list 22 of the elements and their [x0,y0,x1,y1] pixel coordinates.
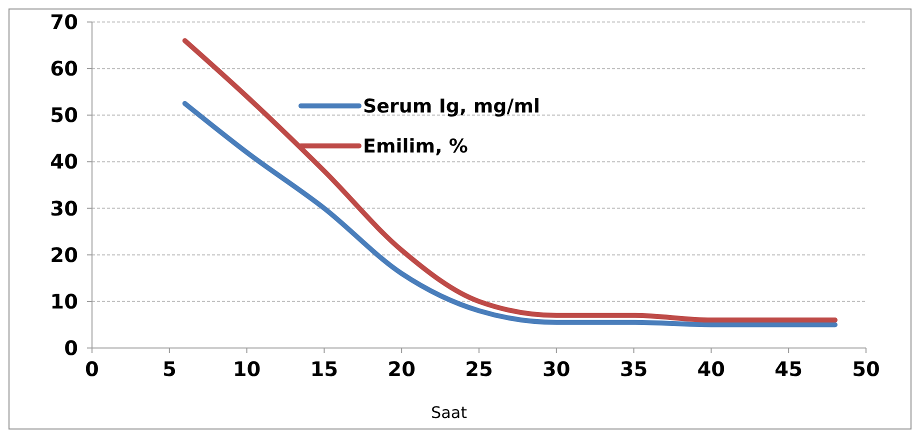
y-tick-label: 0 [64,336,78,360]
x-tick-label: 0 [85,357,99,381]
y-tick-label: 60 [50,56,78,81]
x-tick-label: 45 [774,357,803,381]
y-tick-label: 10 [50,289,78,314]
x-tick-label: 25 [465,357,493,381]
x-tick-label: 15 [310,357,338,381]
x-tick-label: 10 [232,357,261,381]
x-tick-label: 35 [620,357,648,381]
x-tick-label: 40 [697,357,726,381]
x-axis-title: Saat [430,403,468,422]
y-tick-label: 70 [50,10,78,34]
legend-label: Serum Ig, mg/ml [362,95,540,118]
x-tick-label: 30 [542,357,570,381]
x-tick-label: 50 [852,357,880,381]
x-tick-label: 5 [162,357,176,381]
x-tick-label: 20 [388,357,416,381]
y-tick-label: 40 [50,150,78,174]
y-tick-label: 50 [50,103,78,128]
y-tick-label: 20 [50,242,78,267]
y-tick-label: 30 [50,196,78,220]
legend-label: Emilim, % [362,135,468,158]
